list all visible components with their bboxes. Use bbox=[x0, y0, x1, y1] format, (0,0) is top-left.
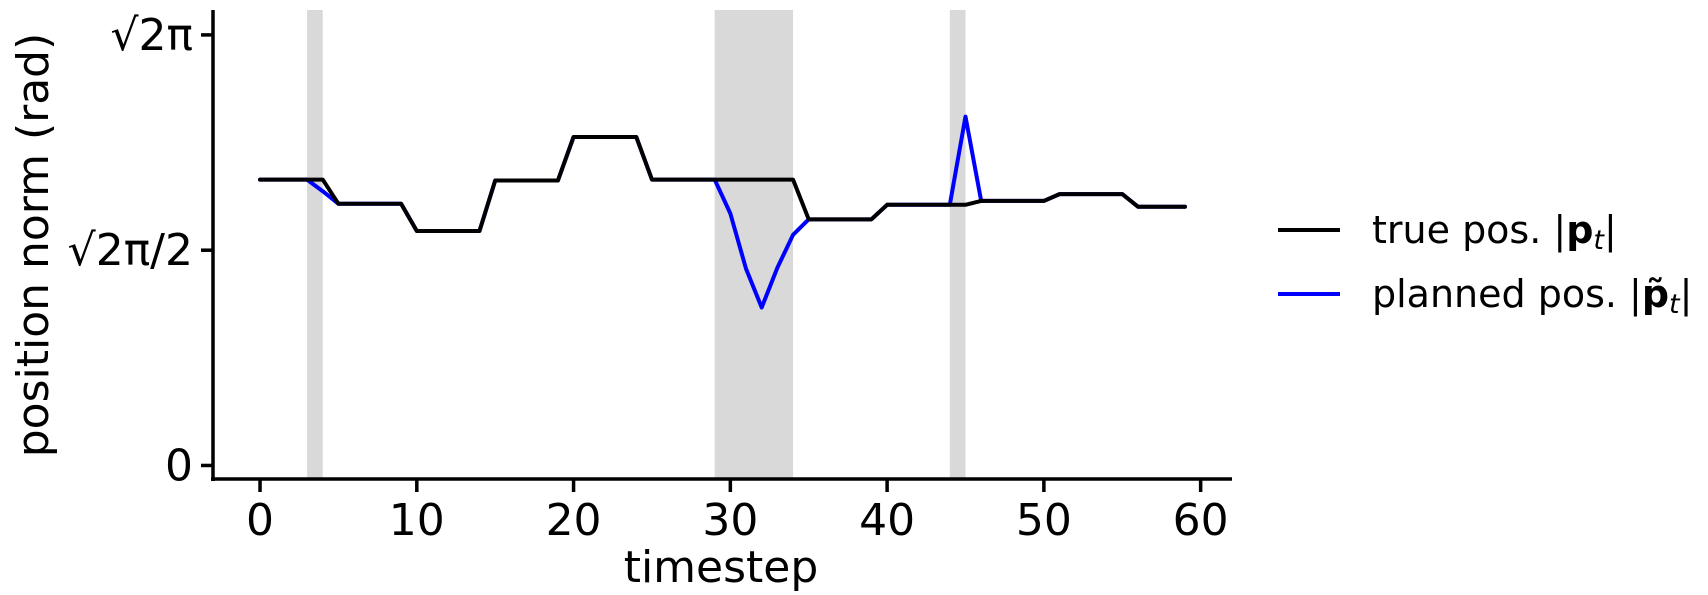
x-tick-label-20: 20 bbox=[546, 495, 602, 546]
x-tick-label-50: 50 bbox=[1016, 495, 1072, 546]
y-axis-label: position norm (rad) bbox=[8, 33, 59, 458]
legend-label-1: planned pos. |p̃t| bbox=[1372, 272, 1692, 320]
y-ticks: 0 √2π/2 √2π bbox=[68, 10, 213, 491]
x-axis-label: timestep bbox=[624, 542, 819, 593]
legend-label-0: true pos. |pt| bbox=[1372, 208, 1617, 256]
x-tick-label-10: 10 bbox=[389, 495, 445, 546]
y-tick-label-1: √2π/2 bbox=[68, 225, 193, 276]
y-tick-label-0: 0 bbox=[165, 440, 193, 491]
x-tick-label-40: 40 bbox=[859, 495, 915, 546]
x-tick-label-0: 0 bbox=[246, 495, 274, 546]
shaded-region-1 bbox=[714, 10, 794, 480]
x-tick-label-30: 30 bbox=[702, 495, 758, 546]
shaded-region-2 bbox=[949, 10, 966, 480]
series-group bbox=[258, 114, 1187, 310]
x-tick-label-60: 60 bbox=[1173, 495, 1229, 546]
y-tick-label-2: √2π bbox=[110, 10, 193, 61]
shaded-regions bbox=[307, 10, 966, 480]
axes bbox=[211, 10, 1232, 481]
x-ticks: 0 10 20 30 40 50 60 bbox=[246, 480, 1229, 546]
legend: true pos. |pt| planned pos. |p̃t| bbox=[1278, 208, 1692, 320]
series-line-0 bbox=[258, 134, 1187, 233]
shaded-region-0 bbox=[307, 10, 323, 480]
